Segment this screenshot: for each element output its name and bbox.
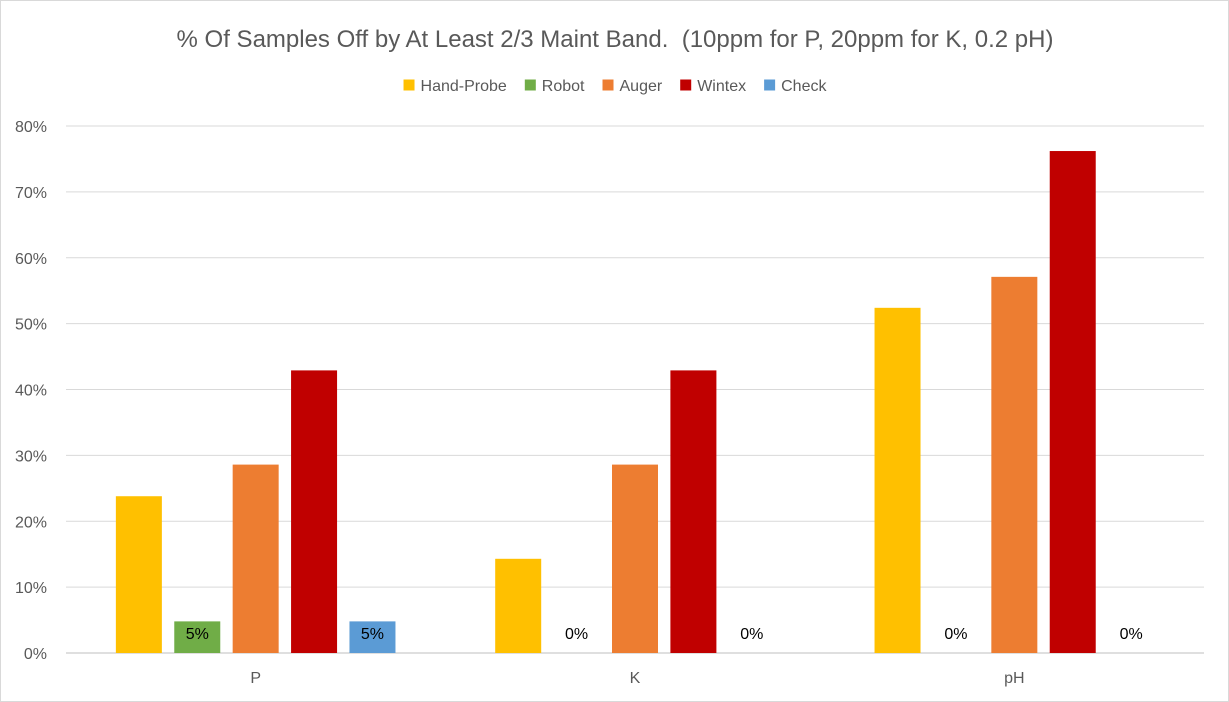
y-tick-label: 20% <box>15 514 47 531</box>
legend-swatch <box>680 79 692 91</box>
x-category-label: P <box>250 670 261 687</box>
data-label: 0% <box>1120 626 1143 643</box>
y-tick-label: 80% <box>15 119 47 136</box>
legend-label: Auger <box>620 78 663 95</box>
y-tick-label: 60% <box>15 251 47 268</box>
legend-label: Check <box>781 78 827 95</box>
x-category-label: K <box>630 670 641 687</box>
legend-swatch <box>602 79 614 91</box>
y-axis-tick-labels: 0% 10% 20% 30% 40% 50% 60% 70% 80% <box>15 119 47 663</box>
data-label: 5% <box>186 626 209 643</box>
data-label: 0% <box>565 626 588 643</box>
y-tick-label: 40% <box>15 383 47 400</box>
x-category-label: pH <box>1004 670 1024 687</box>
data-labels: 5% 5% 0% 0% 0% 0% <box>186 626 1143 643</box>
legend-swatch <box>524 79 536 91</box>
bars <box>115 151 1096 653</box>
legend-swatch <box>764 79 776 91</box>
bar-auger-p <box>232 464 279 653</box>
data-label: 0% <box>740 626 763 643</box>
y-tick-label: 0% <box>24 646 47 663</box>
bar-wintex-k <box>670 370 717 653</box>
bar-auger-k <box>612 464 658 653</box>
y-tick-label: 70% <box>15 185 47 202</box>
bar-hand-probe-k <box>495 558 542 653</box>
legend-label: Robot <box>542 78 585 95</box>
bar-check-p <box>349 621 396 653</box>
bar-robot-p <box>174 621 221 653</box>
bar-auger-ph <box>991 276 1038 653</box>
data-label: 0% <box>944 626 967 643</box>
legend-swatch <box>403 79 415 91</box>
bar-wintex-p <box>291 370 338 653</box>
legend-label: Hand-Probe <box>421 78 507 95</box>
legend-label: Wintex <box>697 78 746 95</box>
chart-title: % Of Samples Off by At Least 2/3 Maint B… <box>177 26 1054 53</box>
data-label: 5% <box>361 626 384 643</box>
bar-wintex-ph <box>1049 151 1096 653</box>
chart-legend: Hand-Probe Robot Auger Wintex Check <box>403 78 827 95</box>
y-tick-label: 30% <box>15 448 47 465</box>
bar-hand-probe-p <box>115 496 162 653</box>
bar-hand-probe-ph <box>874 307 921 653</box>
y-tick-label: 10% <box>15 580 47 597</box>
y-tick-label: 50% <box>15 317 47 334</box>
